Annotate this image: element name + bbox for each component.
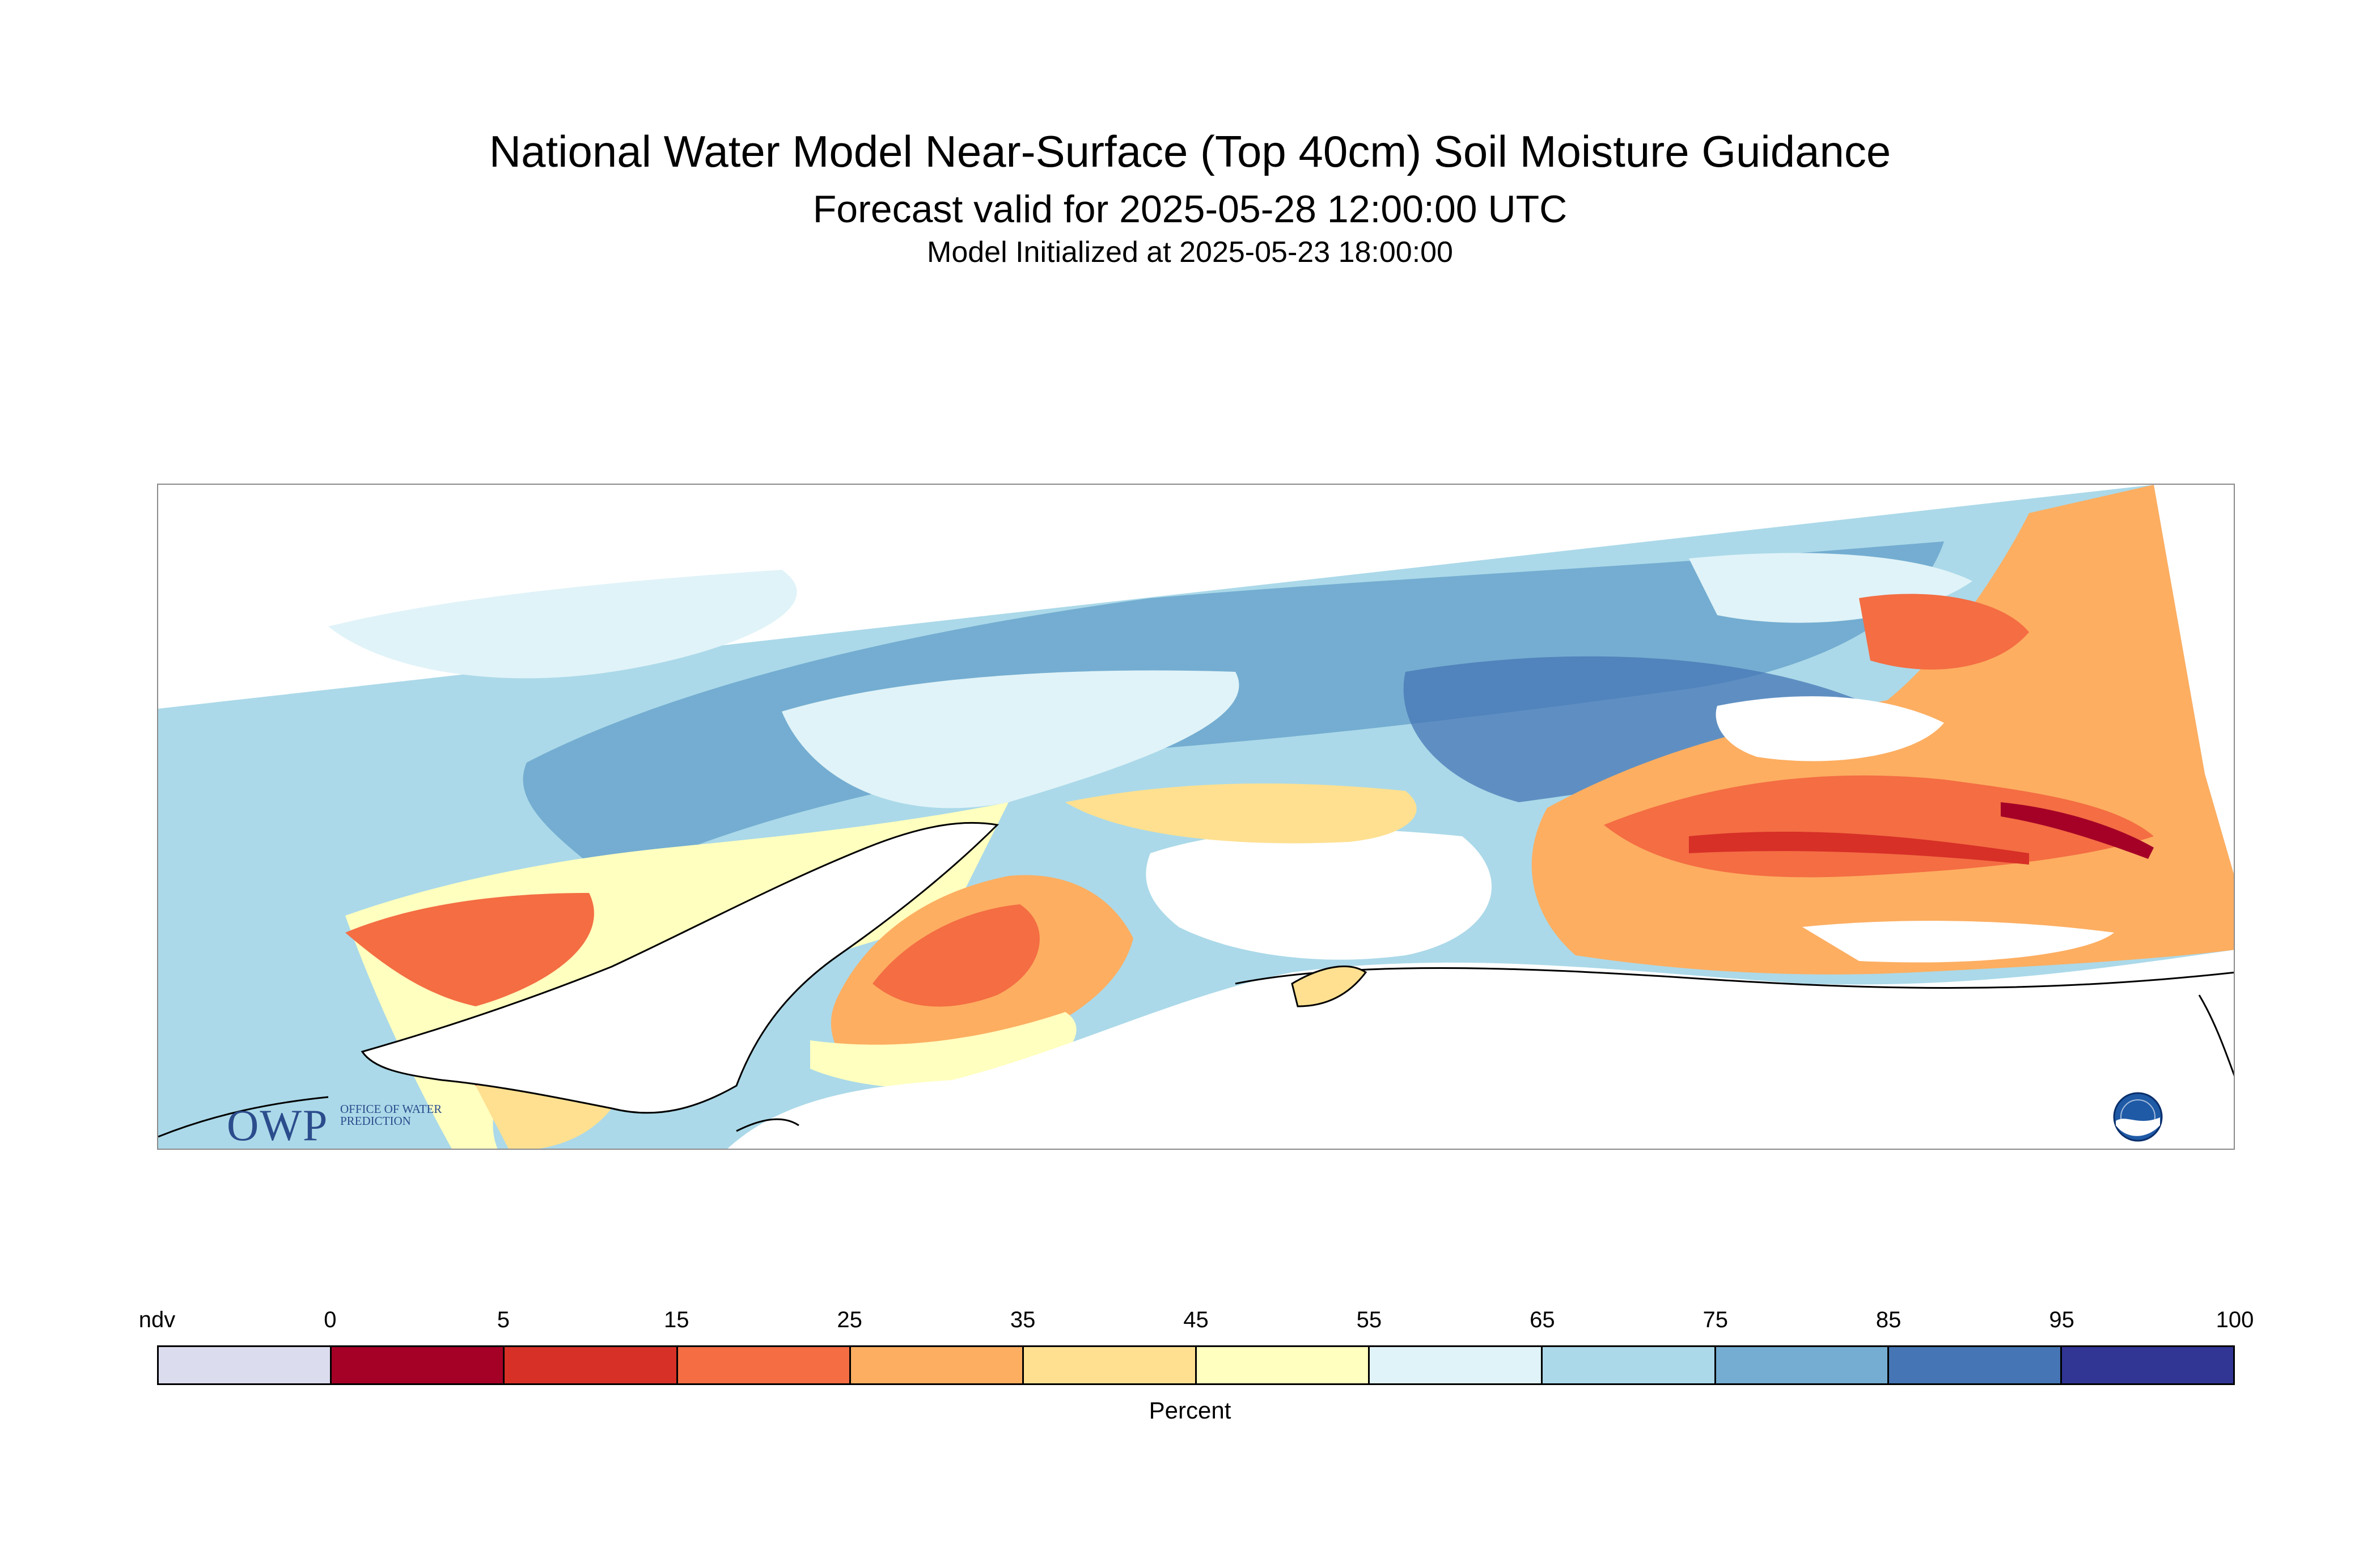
legend-tick-label: 55: [1356, 1307, 1382, 1332]
island: [1291, 966, 1367, 1007]
legend-tick-label: 85: [1875, 1307, 1902, 1332]
legend-tick-label: 65: [1530, 1307, 1555, 1332]
gulf-of-alaska: [727, 950, 2234, 1149]
neutral-region: [1065, 783, 1417, 844]
wet-region: [1403, 656, 1859, 802]
legend-swatch: [2061, 1347, 2234, 1383]
owp-logo-letters: OWP: [227, 1100, 329, 1150]
legend-swatch: [850, 1347, 1024, 1383]
legend-tick-label: 75: [1703, 1307, 1729, 1332]
owp-logo-text: OFFICE OF WATER PREDICTION: [340, 1102, 442, 1128]
light-moist-region: [328, 570, 797, 679]
owp-logo: OWP OFFICE OF WATER PREDICTION: [227, 1100, 442, 1151]
no-data-area: [1716, 696, 1944, 761]
legend-swatch: [159, 1347, 332, 1383]
legend-tick-label: 35: [1010, 1307, 1036, 1332]
extreme-dry-streaks: [2001, 802, 2154, 859]
legend-tick-label: 0: [324, 1307, 337, 1332]
wet-region: [523, 541, 1945, 882]
legend-swatch: [1716, 1347, 1889, 1383]
legend-tick-label: 95: [2049, 1307, 2074, 1332]
legend-tick-label: 25: [837, 1307, 862, 1332]
soil-moisture-map: [157, 484, 2235, 1150]
kenai-very-dry: [873, 904, 1040, 1007]
map-title: National Water Model Near-Surface (Top 4…: [489, 126, 1891, 176]
legend-swatch: [332, 1347, 505, 1383]
forecast-valid-subtitle: Forecast valid for 2025-05-28 12:00:00 U…: [812, 188, 1568, 231]
cook-inlet: [361, 822, 1000, 1114]
legend-swatch: [505, 1347, 678, 1383]
coastline: [1235, 967, 2234, 989]
no-data-area: [1802, 921, 2114, 963]
legend-swatch: [1023, 1347, 1197, 1383]
legend-swatch: [677, 1347, 851, 1383]
coastline: [2198, 994, 2234, 1077]
color-legend: [157, 1345, 2235, 1385]
legend-tick-label: 15: [664, 1307, 689, 1332]
coastline: [158, 1096, 329, 1138]
legend-swatch: [1543, 1347, 1716, 1383]
legend-tick-label: 45: [1183, 1307, 1209, 1332]
legend-swatch: [1197, 1347, 1370, 1383]
very-dry-region-east: [1859, 594, 2029, 670]
coastline: [736, 1118, 799, 1132]
very-dry-region-southwest: [345, 893, 594, 1006]
model-initialized-subtitle: Model Initialized at 2025-05-23 18:00:00: [927, 236, 1453, 269]
light-moist-region: [782, 670, 1239, 808]
legend-tick-label: ndv: [138, 1307, 176, 1332]
map-graphic: [158, 485, 2234, 1149]
legend-swatch: [1370, 1347, 1543, 1383]
no-data-area: [1146, 829, 1492, 960]
legend-tick-label: 5: [497, 1307, 510, 1332]
noaa-logo: [2113, 1092, 2163, 1142]
legend-unit-label: Percent: [1149, 1397, 1231, 1424]
extreme-dry-streaks: [1689, 831, 2029, 865]
legend-tick-label: 100: [2216, 1307, 2254, 1332]
legend-swatch: [1888, 1347, 2062, 1383]
